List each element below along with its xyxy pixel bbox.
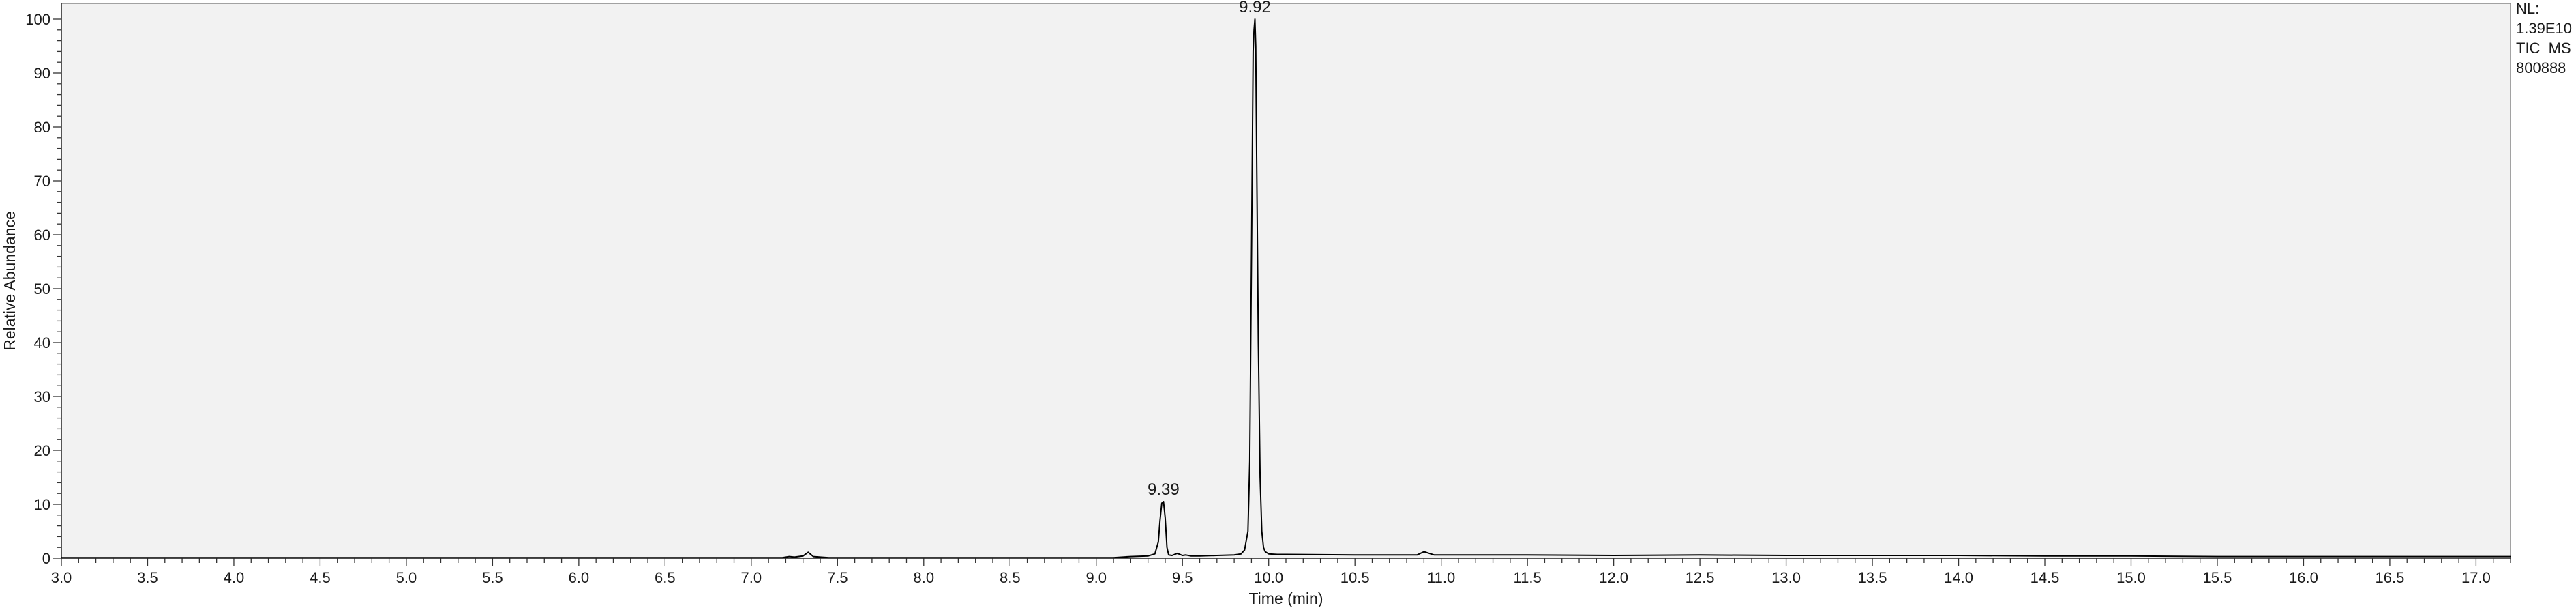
- y-tick-label: 30: [34, 388, 50, 405]
- x-tick-label: 14.0: [1944, 569, 1973, 586]
- x-tick-label: 15.5: [2203, 569, 2232, 586]
- x-tick-label: 3.0: [51, 569, 72, 586]
- x-tick-label: 11.5: [1514, 569, 1542, 586]
- x-tick-label: 6.5: [655, 569, 676, 586]
- x-tick-label: 10.0: [1254, 569, 1283, 586]
- peak-labels: 9.39 9.92: [1148, 0, 1271, 499]
- x-tick-label: 8.5: [1000, 569, 1021, 586]
- info-line: 1.39E10: [2516, 20, 2572, 37]
- x-tick-label: 17.0: [2461, 569, 2491, 586]
- x-tick-label: 9.5: [1172, 569, 1193, 586]
- x-tick-label: 3.5: [137, 569, 158, 586]
- plot-area: [61, 3, 2511, 559]
- x-tick-label: 13.5: [1858, 569, 1887, 586]
- y-tick-label: 40: [34, 334, 50, 351]
- x-tick-label: 9.0: [1085, 569, 1107, 586]
- x-tick-label: 14.5: [2031, 569, 2060, 586]
- y-tick-label: 100: [25, 11, 50, 28]
- x-tick-label: 10.5: [1341, 569, 1370, 586]
- x-tick-label: 7.0: [741, 569, 762, 586]
- info-line: 800888: [2516, 59, 2566, 76]
- x-tick-label: 11.0: [1427, 569, 1455, 586]
- y-tick-label: 60: [34, 227, 50, 244]
- x-axis-title: Time (min): [1248, 590, 1323, 607]
- x-tick-label: 5.0: [396, 569, 417, 586]
- x-tick-label: 16.5: [2376, 569, 2405, 586]
- x-tick-label: 6.0: [569, 569, 590, 586]
- chromatogram-trace: [61, 18, 2511, 559]
- x-tick-label: 13.0: [1771, 569, 1801, 586]
- y-axis: 0 10 20 30 40 50 60 70 80 90 100: [25, 3, 62, 567]
- y-tick-label: 10: [34, 496, 50, 513]
- x-axis: 3.0 3.5 4.0 4.5 5.0 5.5 6.0 6.5 7.0 7.5 8.0 8.5 9.0 9…: [51, 558, 2511, 586]
- series-layer: [61, 18, 2511, 559]
- x-tick-label: 4.0: [224, 569, 245, 586]
- x-tick-label: 7.5: [827, 569, 848, 586]
- peak-label: 9.39: [1148, 480, 1180, 499]
- x-tick-label: 15.0: [2116, 569, 2146, 586]
- info-line: TIC MS: [2516, 40, 2571, 57]
- y-axis-title: Relative Abundance: [1, 211, 18, 351]
- x-tick-label: 12.5: [1686, 569, 1715, 586]
- y-tick-label: 20: [34, 442, 50, 459]
- x-tick-label: 5.5: [482, 569, 503, 586]
- y-tick-label: 70: [34, 173, 50, 190]
- y-tick-label: 90: [34, 65, 50, 82]
- y-tick-label: 80: [34, 119, 50, 136]
- x-tick-label: 8.0: [913, 569, 934, 586]
- y-tick-label: 0: [42, 550, 50, 567]
- info-line: NL:: [2516, 0, 2539, 17]
- y-tick-label: 50: [34, 280, 50, 298]
- x-tick-label: 12.0: [1599, 569, 1628, 586]
- info-block: NL: 1.39E10 TIC MS 800888: [2516, 0, 2572, 76]
- x-tick-label: 16.0: [2289, 569, 2318, 586]
- peak-label: 9.92: [1239, 0, 1271, 16]
- x-tick-label: 4.5: [310, 569, 331, 586]
